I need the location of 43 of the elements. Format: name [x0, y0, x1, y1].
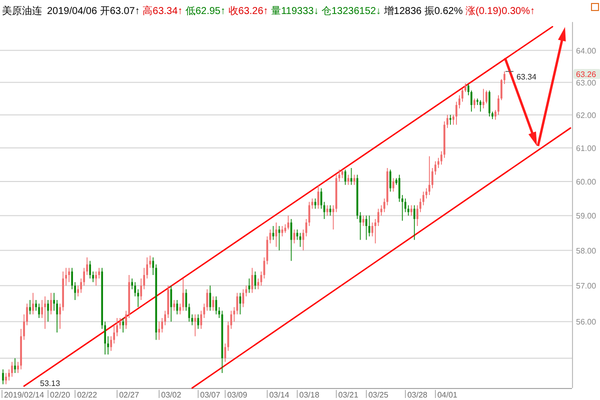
y-tick-label: 60.00	[576, 177, 597, 186]
text: 2019/04/06 开63.07↑ 高63.34↑ 低62.95↑ 收63.26↑ 量119333↓ 仓13236152↓ 增12836 振0.62% 涨(0.19)0.30%↑	[47, 6, 535, 17]
y-tick-label: 57.00	[576, 282, 597, 291]
y-tick-label: 62.00	[576, 110, 597, 120]
chart-title: 美原油连	[2, 5, 42, 17]
annotation: 63.34	[516, 72, 538, 82]
candlestick	[482, 88, 484, 108]
candlestick	[14, 358, 16, 374]
x-tick-label: 04/01	[437, 390, 458, 400]
candlestick	[449, 114, 452, 125]
candlestick	[428, 156, 430, 196]
candlestick	[47, 300, 49, 322]
x-tick-label: 03/28	[407, 390, 428, 400]
candlestick	[68, 268, 70, 282]
y-tick-label: 61.00	[576, 144, 597, 153]
candlestick	[95, 271, 98, 286]
x-tick-label: 03/07	[200, 390, 221, 400]
x-tick-label: 2019/02/14	[4, 390, 45, 400]
y-tick-label: 58.00	[576, 246, 597, 256]
x-tick-label: 03/14	[269, 390, 290, 400]
x-tick-label: 02/20	[50, 390, 71, 400]
candlestick	[122, 318, 124, 333]
x-tick-label: 03/18	[299, 390, 320, 400]
x-tick-label: 03/02	[161, 390, 182, 400]
candlestick	[32, 292, 34, 314]
candlestick	[410, 205, 412, 216]
x-tick-label: 02/27	[119, 390, 140, 400]
x-tick-label: 03/25	[368, 390, 389, 400]
candlestick	[413, 205, 416, 240]
y-tick-label: 64.00	[576, 46, 597, 56]
x-tick-label: 03/09	[227, 390, 248, 400]
candlestick	[29, 300, 31, 314]
text: 63.26	[576, 70, 597, 79]
candlestick	[158, 322, 160, 340]
y-tick-label: 63.00	[576, 78, 597, 88]
y-tick-label: 59.00	[576, 212, 597, 221]
candlestick	[5, 373, 7, 384]
candlestick	[44, 296, 46, 329]
x-tick-label: 03/21	[338, 390, 359, 400]
x-tick-label: 02/22	[77, 390, 98, 400]
annotation: 53.13	[40, 379, 61, 388]
candlestick	[479, 100, 482, 112]
y-tick-label: 56.00	[576, 318, 597, 327]
